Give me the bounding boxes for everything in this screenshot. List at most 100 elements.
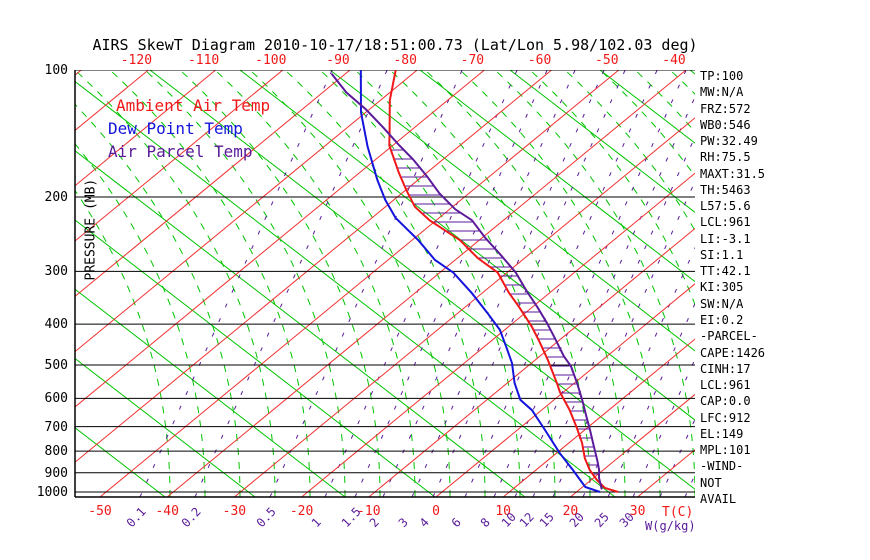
top-temp-label--90: -90 <box>326 53 350 68</box>
stat-line: WB0:546 <box>700 117 751 132</box>
stat-line: RH:75.5 <box>700 150 751 165</box>
stat-line: L57:5.6 <box>700 199 751 214</box>
stat-line: CINH:17 <box>700 361 751 376</box>
stat-line: TH:5463 <box>700 182 751 197</box>
top-temp-label--70: -70 <box>460 53 485 68</box>
bottom-temp-label--20: -20 <box>289 504 314 519</box>
stat-line: LCL:961 <box>700 378 751 393</box>
pressure-tick-1000: 1000 <box>36 485 68 500</box>
grid-layer <box>75 70 695 497</box>
dry-adiabat-line <box>509 70 695 213</box>
bottom-temp-label--50: -50 <box>88 504 112 519</box>
isotherm-line <box>99 70 620 497</box>
cape-hatch-area <box>391 149 599 475</box>
stat-line: EI:0.2 <box>700 312 744 327</box>
pressure-axis-label: PRESSURE (MB) <box>83 178 99 281</box>
dry-adiabat-line <box>329 70 695 352</box>
moist-adiabat-line <box>389 70 591 497</box>
top-temp-label--80: -80 <box>393 53 417 68</box>
stat-line: AVAIL <box>700 491 737 506</box>
stat-line: FRZ:572 <box>700 101 751 116</box>
isotherm-line <box>234 117 695 497</box>
isotherm-line <box>166 70 687 497</box>
moist-adiabat-line <box>249 70 451 497</box>
sounding-indices-panel: TP:100 MW:N/A FRZ:572 WB0:546 PW:32.49 RH:75.… <box>700 68 765 507</box>
moist-adiabat-line <box>424 70 626 497</box>
parcel-temp-curve <box>330 72 603 490</box>
stat-line: LI:-3.1 <box>700 231 751 246</box>
legend-air-parcel-temp: Air Parcel Temp <box>108 142 253 161</box>
stat-line: CAPE:1426 <box>700 345 766 360</box>
top-temp-label--40: -40 <box>662 53 686 68</box>
mixing-ratio-line <box>324 70 518 497</box>
isotherm-line <box>75 70 485 408</box>
stat-line: LFC:912 <box>700 410 751 425</box>
top-temp-label--120: -120 <box>120 53 153 68</box>
moist-adiabat-line <box>459 70 661 497</box>
moist-adiabat-line <box>284 70 486 497</box>
stat-line: SW:N/A <box>700 296 744 311</box>
isotherm-line <box>570 393 695 497</box>
mixing-ratio-unit-label: W(g/kg) <box>645 519 696 533</box>
dry-adiabat-line <box>75 150 526 497</box>
bottom-temp-label--40: -40 <box>155 504 179 519</box>
bottom-temp-label-20: 20 <box>562 504 579 519</box>
top-temp-label--100: -100 <box>255 53 287 68</box>
stat-line: LCL:961 <box>700 215 751 230</box>
stat-line: -WIND- <box>700 459 744 474</box>
dry-adiabat-line <box>419 70 695 283</box>
top-temp-label--50: -50 <box>595 53 619 68</box>
moist-adiabat-line <box>354 70 556 497</box>
isotherm-line <box>75 70 284 242</box>
moist-adiabat-line <box>319 70 521 497</box>
pressure-tick-900: 900 <box>44 465 68 481</box>
pressure-tick-100: 100 <box>44 63 68 78</box>
stat-line: SI:1.1 <box>700 247 744 262</box>
ambient-temp-curve <box>388 70 619 493</box>
pressure-tick-200: 200 <box>44 190 68 206</box>
bottom-temp-label-0: 0 <box>432 504 440 519</box>
bottom-temp-label--10: -10 <box>357 504 381 519</box>
isotherm-line <box>75 70 216 187</box>
pressure-tick-800: 800 <box>44 444 68 460</box>
top-temp-label--60: -60 <box>527 53 552 68</box>
isotherm-line <box>75 70 552 463</box>
legend-dew-point-temp: Dew Point Temp <box>108 119 243 138</box>
isotherm-line <box>301 172 695 497</box>
isotherm-line <box>368 227 695 497</box>
mixing-ratio-line <box>354 70 548 497</box>
moist-adiabat-line <box>494 70 695 497</box>
isotherm-line <box>75 70 351 297</box>
pressure-tick-600: 600 <box>44 391 68 407</box>
pressure-tick-300: 300 <box>44 264 68 280</box>
dry-adiabat-line <box>599 70 695 144</box>
legend-ambient-air-temp: Ambient Air Temp <box>116 96 271 115</box>
stat-line: KI:305 <box>700 280 744 295</box>
stat-line: MAXT:31.5 <box>700 166 766 181</box>
isotherm-line <box>435 283 695 497</box>
mixing-ratio-line <box>411 70 605 497</box>
bottom-temp-label-30: 30 <box>629 504 646 519</box>
dry-adiabat-line <box>149 70 695 490</box>
stat-line: MPL:101 <box>700 443 751 458</box>
mixing-ratio-line <box>532 135 695 497</box>
stat-line: TP:100 <box>700 69 744 83</box>
dry-adiabat-line <box>75 357 256 497</box>
isotherm-line <box>75 70 418 353</box>
stat-line: EL:149 <box>700 426 744 441</box>
stat-line: TT:42.1 <box>700 264 751 279</box>
dry-adiabat-line <box>75 288 346 497</box>
top-temp-label--110: -110 <box>187 53 220 68</box>
dew-point-curve <box>359 70 601 493</box>
pressure-tick-700: 700 <box>44 419 68 435</box>
stat-line: MW:N/A <box>700 85 744 100</box>
stat-line: NOT <box>700 475 722 490</box>
bottom-temp-label--30: -30 <box>222 504 247 519</box>
pressure-tick-400: 400 <box>44 317 68 333</box>
stat-line: CAP:0.0 <box>700 394 751 409</box>
isotherm-line <box>502 338 695 497</box>
dry-adiabat-line <box>239 70 695 421</box>
page-title: AIRS SkewT Diagram 2010-10-17/18:51:00.7… <box>92 36 698 54</box>
